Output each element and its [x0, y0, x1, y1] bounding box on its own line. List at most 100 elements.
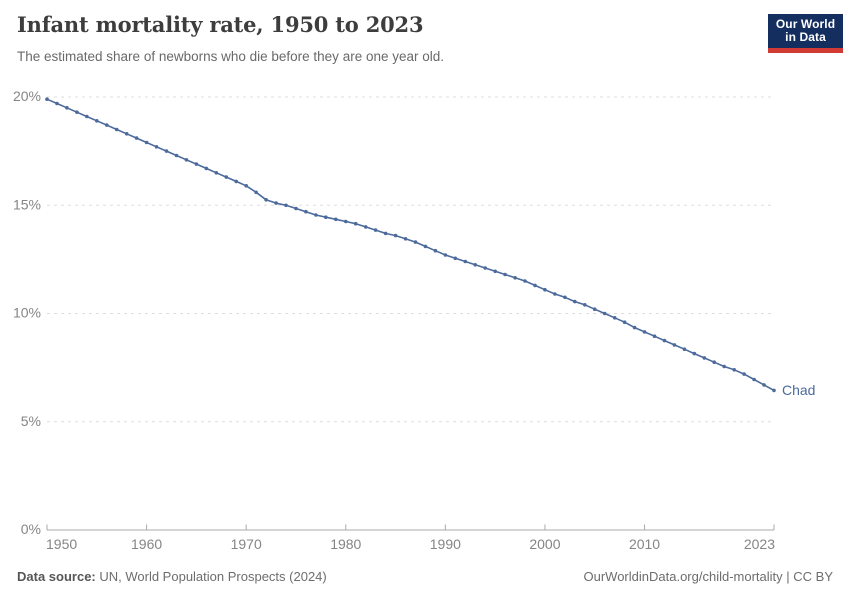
- data-point[interactable]: [373, 228, 378, 232]
- data-point[interactable]: [194, 162, 199, 166]
- x-tick-label: 2000: [529, 536, 560, 552]
- data-point[interactable]: [622, 320, 627, 325]
- data-point[interactable]: [672, 343, 677, 347]
- y-tick-label: 5%: [21, 413, 41, 429]
- data-point[interactable]: [274, 201, 278, 205]
- y-tick-label: 10%: [13, 305, 41, 321]
- data-point[interactable]: [632, 325, 637, 330]
- data-point[interactable]: [314, 213, 318, 217]
- series-end-label[interactable]: Chad: [782, 382, 815, 398]
- data-point[interactable]: [583, 303, 587, 307]
- data-point[interactable]: [383, 231, 388, 236]
- data-point[interactable]: [473, 263, 478, 267]
- data-series-line[interactable]: [46, 98, 775, 392]
- data-point[interactable]: [55, 101, 59, 106]
- data-point[interactable]: [413, 240, 418, 244]
- y-tick-label: 15%: [13, 196, 41, 212]
- data-point[interactable]: [463, 259, 468, 264]
- data-point[interactable]: [304, 209, 308, 214]
- data-point[interactable]: [85, 114, 89, 119]
- data-point[interactable]: [553, 292, 557, 296]
- data-source: Data source: UN, World Population Prospe…: [17, 569, 327, 584]
- data-point[interactable]: [174, 153, 179, 158]
- data-point[interactable]: [483, 266, 488, 270]
- data-point[interactable]: [573, 299, 577, 304]
- x-tick-label: 2023: [744, 536, 775, 552]
- data-point[interactable]: [114, 127, 119, 132]
- data-point[interactable]: [443, 253, 448, 257]
- data-point[interactable]: [772, 388, 776, 393]
- x-tick-label: 1970: [231, 536, 262, 552]
- data-point[interactable]: [144, 140, 149, 145]
- data-point[interactable]: [234, 179, 238, 184]
- data-point[interactable]: [712, 360, 716, 365]
- data-point[interactable]: [752, 377, 756, 382]
- x-tick-label: 1960: [131, 536, 162, 552]
- data-point[interactable]: [602, 311, 607, 316]
- data-point[interactable]: [433, 248, 438, 253]
- data-point[interactable]: [533, 283, 537, 288]
- data-point[interactable]: [592, 307, 597, 312]
- y-tick-label: 20%: [13, 88, 41, 104]
- data-point[interactable]: [742, 372, 746, 376]
- data-point[interactable]: [154, 145, 159, 149]
- data-point[interactable]: [612, 316, 617, 320]
- data-point[interactable]: [493, 269, 498, 274]
- data-point[interactable]: [762, 383, 766, 387]
- chart-subtitle: The estimated share of newborns who die …: [17, 49, 445, 64]
- x-tick-label: 1980: [330, 536, 361, 552]
- credit-link[interactable]: OurWorldinData.org/child-mortality | CC …: [583, 569, 834, 584]
- data-point[interactable]: [652, 334, 657, 339]
- x-tick-label: 2010: [629, 536, 660, 552]
- x-tick-label: 1950: [46, 536, 77, 552]
- data-point[interactable]: [264, 198, 268, 202]
- data-point[interactable]: [284, 203, 288, 208]
- y-tick-label: 0%: [21, 521, 41, 537]
- data-point[interactable]: [344, 219, 348, 224]
- data-point[interactable]: [254, 190, 258, 195]
- data-point[interactable]: [503, 272, 507, 277]
- page-title: Infant mortality rate, 1950 to 2023: [17, 12, 424, 37]
- data-point[interactable]: [334, 217, 338, 222]
- data-point[interactable]: [702, 356, 707, 360]
- data-point[interactable]: [214, 171, 219, 175]
- data-source-text: UN, World Population Prospects (2024): [95, 569, 327, 584]
- data-point[interactable]: [682, 347, 687, 352]
- data-point[interactable]: [662, 338, 667, 343]
- data-point[interactable]: [363, 225, 368, 229]
- logo-text-line2: in Data: [785, 30, 826, 44]
- data-point[interactable]: [324, 215, 328, 219]
- data-point[interactable]: [353, 221, 358, 226]
- data-point[interactable]: [134, 136, 139, 140]
- logo-text-line1: Our World: [775, 17, 836, 31]
- data-point[interactable]: [722, 364, 726, 369]
- data-point[interactable]: [224, 175, 229, 179]
- data-point[interactable]: [513, 276, 517, 280]
- data-point[interactable]: [65, 106, 69, 110]
- data-point[interactable]: [294, 206, 298, 211]
- data-point[interactable]: [563, 295, 567, 300]
- owid-logo[interactable]: Our World in Data: [768, 14, 843, 53]
- data-point[interactable]: [184, 158, 189, 162]
- data-point[interactable]: [45, 97, 49, 101]
- data-point[interactable]: [95, 119, 99, 123]
- data-point[interactable]: [732, 368, 736, 372]
- data-point[interactable]: [124, 132, 129, 136]
- data-point[interactable]: [403, 237, 408, 241]
- data-point[interactable]: [75, 110, 79, 114]
- data-source-label: Data source:: [17, 569, 96, 584]
- data-point[interactable]: [244, 184, 248, 188]
- data-point[interactable]: [453, 256, 458, 261]
- data-point[interactable]: [523, 279, 527, 283]
- data-point[interactable]: [692, 351, 697, 356]
- data-point[interactable]: [105, 123, 109, 127]
- data-point[interactable]: [423, 244, 428, 249]
- x-tick-label: 1990: [430, 536, 461, 552]
- data-point[interactable]: [642, 330, 647, 334]
- data-point[interactable]: [543, 287, 547, 292]
- data-point[interactable]: [393, 233, 398, 238]
- data-point[interactable]: [164, 149, 169, 153]
- data-point[interactable]: [204, 166, 209, 171]
